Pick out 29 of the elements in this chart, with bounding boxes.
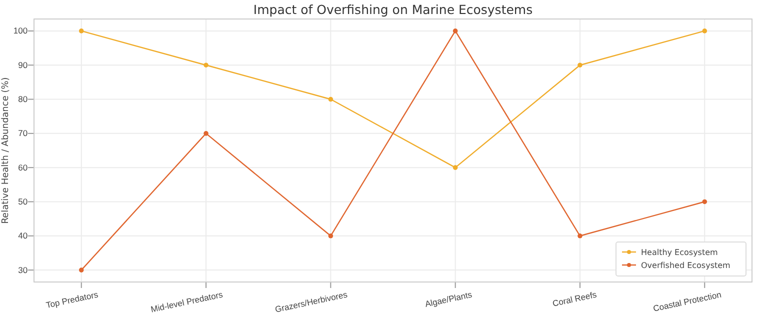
point <box>452 165 458 170</box>
y-tick-label: 80 <box>18 94 28 104</box>
y-tick-label: 90 <box>18 60 28 70</box>
x-tick-label: Algae/Plants <box>424 289 473 309</box>
x-tick-label: Coastal Protection <box>652 289 722 314</box>
point <box>702 28 708 34</box>
point <box>204 62 208 68</box>
y-tick-label: 70 <box>18 128 28 138</box>
legend-label: Healthy Ecosystem <box>641 248 718 257</box>
x-tick-label: Mid-level Predators <box>150 289 224 314</box>
point <box>578 62 582 68</box>
point <box>328 96 334 102</box>
y-axis-title: Relative Health / Abundance (%) <box>1 77 11 224</box>
x-tick-label: Top Predators <box>45 289 99 310</box>
legend-label: Overfished Ecosystem <box>641 261 731 270</box>
point <box>702 199 708 204</box>
point <box>578 234 582 238</box>
y-tick-label: 40 <box>18 230 28 241</box>
y-tick-label: 60 <box>18 162 28 172</box>
point <box>328 234 334 238</box>
y-tick-label: 30 <box>18 264 28 275</box>
point <box>78 268 84 272</box>
chart-title: Impact of Overfishing on Marine Ecosystems <box>253 2 533 17</box>
point <box>204 131 208 136</box>
point <box>78 28 84 34</box>
y-tick-label: 50 <box>18 196 28 206</box>
y-tick-label: 100 <box>13 26 28 36</box>
point <box>452 28 458 34</box>
x-tick-label: Coral Reefs <box>552 289 598 308</box>
